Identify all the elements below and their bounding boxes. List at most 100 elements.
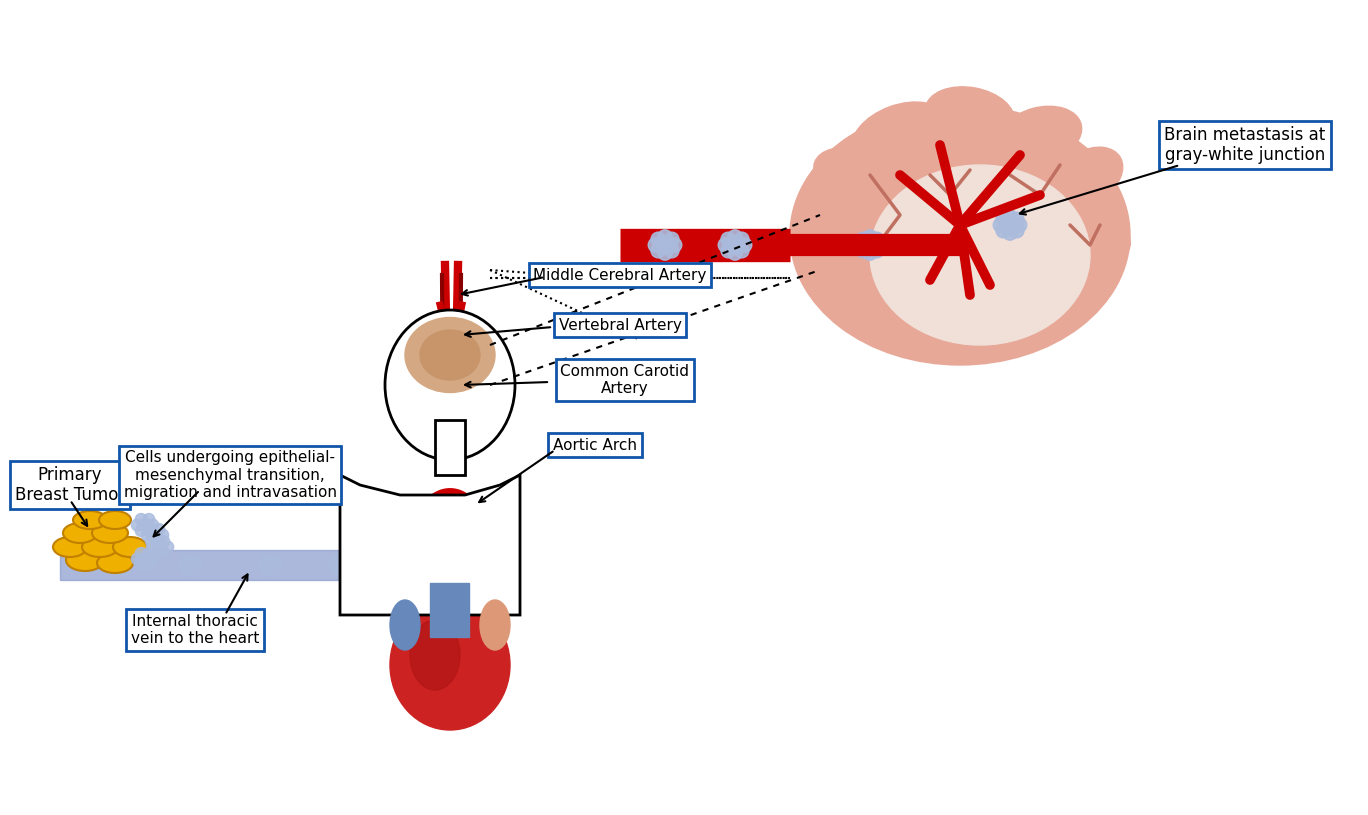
Ellipse shape: [799, 196, 860, 253]
Circle shape: [1001, 217, 1018, 233]
Circle shape: [334, 559, 346, 571]
Ellipse shape: [114, 537, 146, 557]
Circle shape: [1012, 218, 1027, 232]
Circle shape: [728, 246, 743, 260]
Ellipse shape: [410, 620, 460, 690]
Ellipse shape: [1070, 209, 1130, 260]
Circle shape: [153, 540, 167, 553]
Circle shape: [178, 560, 189, 570]
Circle shape: [146, 519, 159, 531]
Circle shape: [1003, 209, 1018, 224]
Circle shape: [651, 232, 665, 247]
Ellipse shape: [922, 280, 997, 330]
Circle shape: [721, 232, 736, 247]
Circle shape: [144, 548, 155, 559]
Circle shape: [135, 548, 146, 559]
Ellipse shape: [390, 600, 510, 730]
Text: Primary
Breast Tumor: Primary Breast Tumor: [15, 465, 124, 504]
Circle shape: [668, 238, 681, 252]
Circle shape: [108, 560, 118, 570]
Circle shape: [268, 565, 279, 575]
Circle shape: [131, 553, 144, 565]
Text: Internal thoracic
vein to the heart: Internal thoracic vein to the heart: [131, 614, 259, 646]
Ellipse shape: [789, 105, 1130, 365]
Ellipse shape: [66, 549, 104, 571]
Circle shape: [863, 246, 877, 260]
Circle shape: [718, 238, 733, 252]
Circle shape: [145, 535, 157, 547]
Circle shape: [135, 559, 146, 570]
Circle shape: [870, 232, 884, 247]
Circle shape: [657, 237, 673, 253]
Circle shape: [257, 560, 268, 570]
Circle shape: [144, 559, 155, 570]
Ellipse shape: [384, 310, 514, 460]
Circle shape: [862, 237, 878, 253]
Circle shape: [721, 244, 736, 258]
Circle shape: [272, 560, 283, 570]
Circle shape: [648, 238, 662, 252]
Circle shape: [658, 230, 672, 244]
Circle shape: [159, 535, 170, 547]
Circle shape: [665, 232, 679, 247]
Circle shape: [261, 554, 272, 566]
Circle shape: [342, 560, 353, 570]
FancyBboxPatch shape: [60, 550, 430, 580]
Circle shape: [185, 559, 196, 571]
Circle shape: [331, 565, 342, 575]
Ellipse shape: [445, 578, 505, 632]
Circle shape: [146, 541, 159, 553]
Circle shape: [331, 554, 342, 566]
Ellipse shape: [964, 282, 1036, 328]
Circle shape: [114, 559, 126, 571]
Ellipse shape: [480, 600, 510, 650]
Circle shape: [856, 232, 870, 247]
Circle shape: [159, 547, 170, 558]
Text: Aortic Arch: Aortic Arch: [553, 438, 637, 452]
FancyBboxPatch shape: [430, 583, 469, 637]
Circle shape: [854, 238, 867, 252]
Ellipse shape: [73, 511, 107, 529]
Circle shape: [873, 238, 886, 252]
Circle shape: [726, 237, 743, 253]
Circle shape: [153, 523, 164, 535]
Circle shape: [150, 535, 161, 547]
Circle shape: [1003, 226, 1018, 240]
Circle shape: [993, 218, 1008, 232]
Circle shape: [737, 238, 752, 252]
Circle shape: [338, 554, 349, 566]
Circle shape: [144, 525, 155, 536]
Ellipse shape: [63, 523, 97, 543]
Circle shape: [144, 513, 155, 525]
Ellipse shape: [814, 148, 886, 202]
Circle shape: [118, 554, 129, 566]
Circle shape: [665, 244, 679, 258]
Circle shape: [131, 519, 144, 531]
Ellipse shape: [925, 87, 1015, 143]
Ellipse shape: [390, 600, 420, 650]
Circle shape: [189, 554, 198, 566]
Circle shape: [658, 246, 672, 260]
Ellipse shape: [852, 102, 948, 168]
Circle shape: [146, 553, 159, 565]
Circle shape: [735, 244, 750, 258]
Circle shape: [122, 560, 133, 570]
Ellipse shape: [98, 511, 131, 529]
Circle shape: [996, 212, 1011, 227]
Circle shape: [138, 518, 152, 531]
Circle shape: [135, 525, 146, 536]
Circle shape: [181, 565, 192, 575]
Circle shape: [111, 554, 122, 566]
Circle shape: [856, 244, 870, 258]
Circle shape: [1010, 212, 1025, 227]
Ellipse shape: [848, 267, 933, 323]
Circle shape: [189, 565, 198, 575]
FancyBboxPatch shape: [435, 420, 465, 475]
Circle shape: [870, 244, 884, 258]
Circle shape: [138, 553, 152, 566]
Text: Vertebral Artery: Vertebral Artery: [558, 318, 681, 333]
Text: Cells undergoing epithelial-
mesenchymal transition,
migration and intravasation: Cells undergoing epithelial- mesenchymal…: [123, 450, 337, 500]
Circle shape: [996, 223, 1011, 238]
Ellipse shape: [1057, 148, 1123, 203]
Text: Common Carotid
Artery: Common Carotid Artery: [561, 363, 689, 396]
